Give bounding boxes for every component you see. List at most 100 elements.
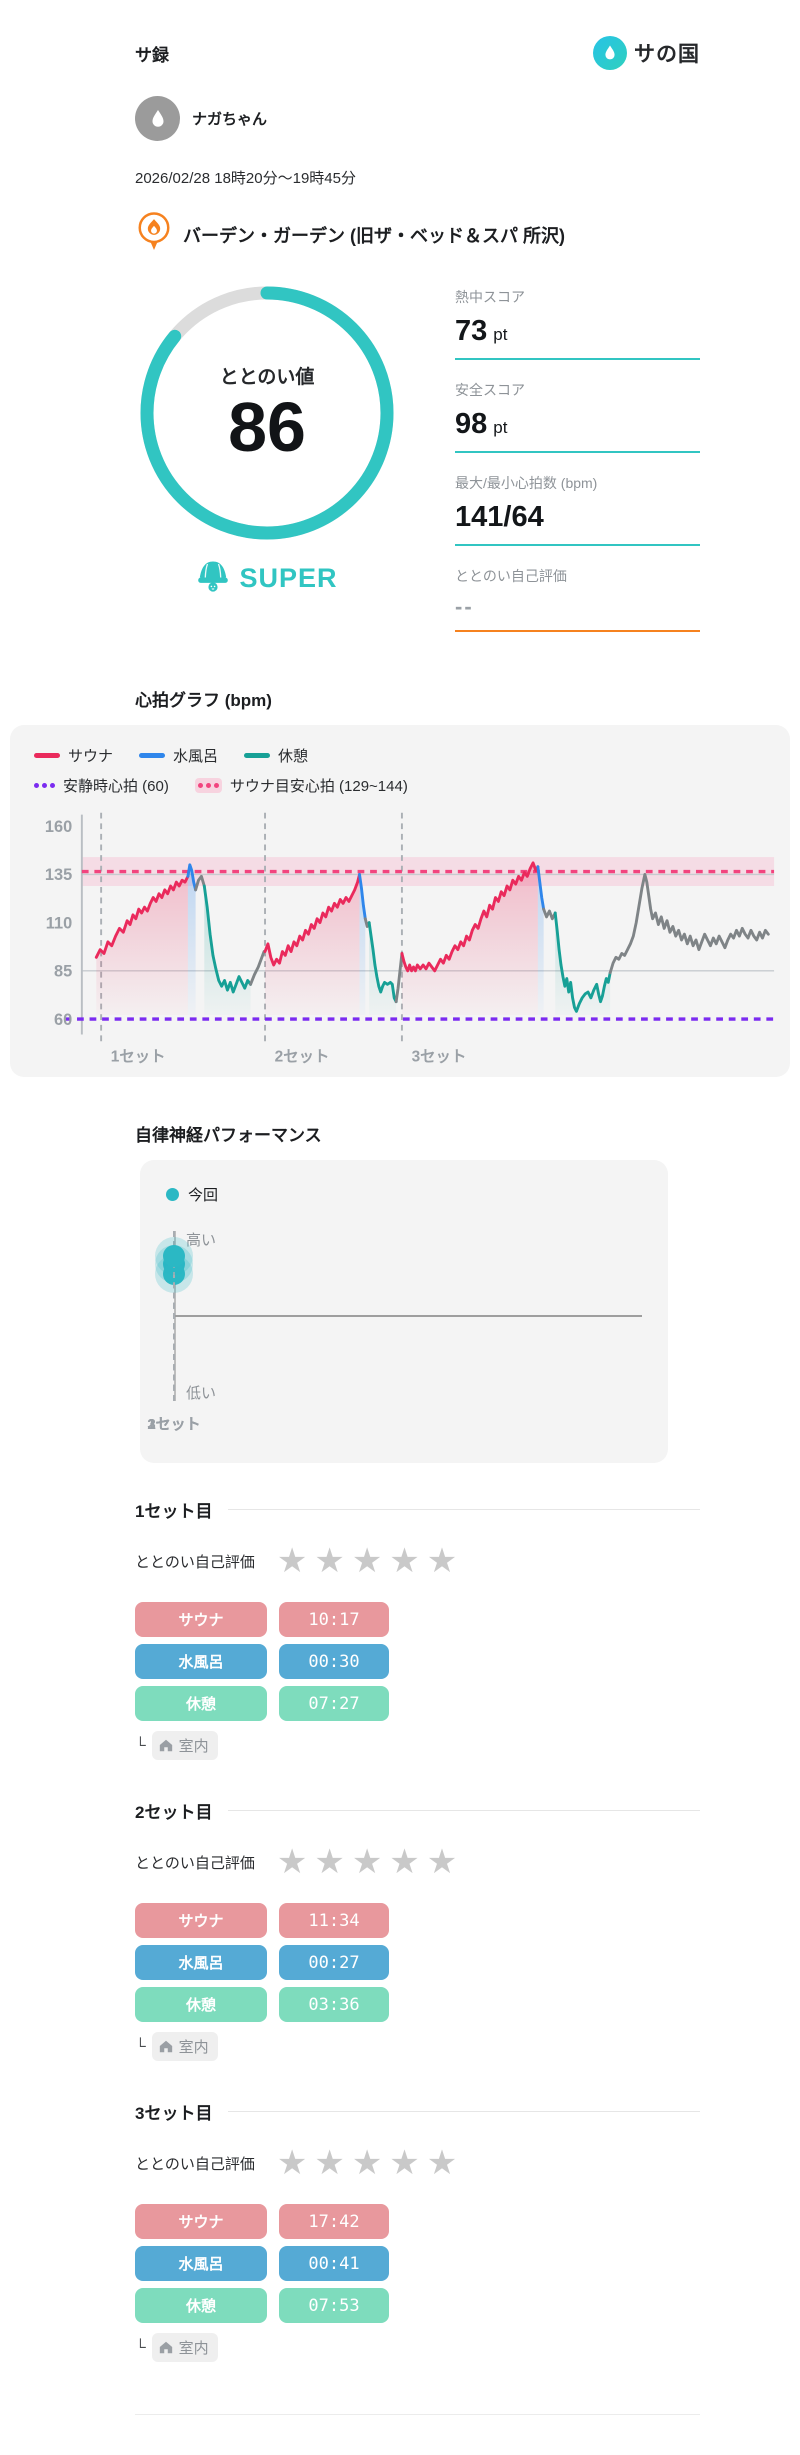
rest-pill: 休憩 bbox=[135, 1686, 267, 1722]
water-drop-logo-icon bbox=[593, 36, 627, 70]
resting-dots-swatch bbox=[34, 783, 55, 788]
sauna-time: 11:34 bbox=[279, 1903, 389, 1939]
ans-data-point bbox=[163, 1245, 185, 1268]
legend-water: 水風呂 bbox=[139, 745, 218, 766]
svg-text:110: 110 bbox=[46, 914, 72, 932]
house-icon bbox=[159, 2040, 172, 2053]
elbow-connector: └ bbox=[135, 1737, 146, 1755]
sauna-pill: サウナ bbox=[135, 1602, 267, 1638]
legend-sauna: サウナ bbox=[34, 745, 113, 766]
svg-text:1セット: 1セット bbox=[111, 1048, 166, 1065]
rating-stars[interactable]: ★★★★★ bbox=[276, 1542, 465, 1581]
water-pill: 水風呂 bbox=[135, 1945, 267, 1981]
rest-time: 03:36 bbox=[279, 1987, 389, 2023]
hr-chart-title: 心拍グラフ (bpm) bbox=[135, 691, 272, 710]
rest-pill: 休憩 bbox=[135, 2288, 267, 2324]
rest-time: 07:27 bbox=[279, 1686, 389, 1722]
divider bbox=[228, 1509, 700, 1511]
ans-dashed-line bbox=[173, 1231, 175, 1402]
ans-plot: 高い 低い 1セット 2セット bbox=[147, 1231, 642, 1433]
svg-text:3セット: 3セット bbox=[412, 1048, 467, 1065]
location-chip: 室内 bbox=[151, 1731, 218, 1761]
header: サ録 サの国 bbox=[135, 36, 700, 70]
rank-text: SUPER bbox=[239, 563, 338, 593]
stat-max-min-hr: 最大/最小心拍数 (bpm) 141/64 bbox=[455, 473, 700, 546]
house-icon bbox=[159, 2341, 172, 2354]
svg-text:2セット: 2セット bbox=[275, 1048, 330, 1065]
session-datetime: 2026/02/28 18時20分〜19時45分 bbox=[135, 170, 356, 187]
rating-stars[interactable]: ★★★★★ bbox=[276, 1843, 465, 1882]
ans-chart-card: 今回 高い 低い 1セット 2セット bbox=[140, 1160, 668, 1464]
totonoi-gauge: ととのい値 86 bbox=[135, 281, 399, 545]
legend-rest: 休憩 bbox=[244, 745, 308, 766]
ans-legend-dot-icon bbox=[166, 1188, 179, 1202]
hr-chart-card: サウナ 水風呂 休憩 安静時心拍 (60) サウナ目安心拍 (129~144) … bbox=[10, 725, 790, 1078]
venue-name: バーデン・ガーデン (旧ザ・ベッド＆スパ 所沢) bbox=[183, 225, 565, 246]
legend-target-hr: サウナ目安心拍 (129~144) bbox=[194, 775, 408, 796]
water-line-swatch bbox=[139, 753, 166, 758]
totonoi-label: ととのい値 bbox=[219, 366, 315, 388]
set-title: 2セット目 bbox=[135, 1803, 213, 1823]
brand-logo[interactable]: サの国 bbox=[593, 36, 700, 70]
location-chip: 室内 bbox=[151, 2032, 218, 2062]
hr-legend: サウナ 水風呂 休憩 安静時心拍 (60) サウナ目安心拍 (129~144) bbox=[24, 745, 776, 796]
summary-section: ととのい値 86 bbox=[135, 281, 700, 652]
rating-stars[interactable]: ★★★★★ bbox=[276, 2144, 465, 2183]
rank-row: SUPER bbox=[135, 559, 399, 598]
elbow-connector: └ bbox=[135, 2038, 146, 2056]
rating-label: ととのい自己評価 bbox=[135, 1854, 255, 1872]
sauna-hat-icon bbox=[196, 559, 230, 598]
svg-text:160: 160 bbox=[45, 818, 72, 836]
water-time: 00:27 bbox=[279, 1945, 389, 1981]
target-dots-swatch bbox=[194, 778, 222, 793]
rating-label: ととのい自己評価 bbox=[135, 2155, 255, 2173]
sauna-pin-icon bbox=[135, 210, 173, 259]
max-min-hr-value: 141/64 bbox=[455, 501, 544, 533]
self-rating-value: -- bbox=[455, 594, 474, 619]
ans-cat-label: 3セット bbox=[147, 1416, 201, 1434]
water-time: 00:41 bbox=[279, 2246, 389, 2282]
ans-cat-label: 1セット bbox=[147, 1416, 201, 1434]
svg-text:135: 135 bbox=[45, 866, 72, 884]
stats-column: 熱中スコア 73 pt 安全スコア 98 pt 最大/最小心拍数 (bpm) 141… bbox=[455, 281, 700, 652]
rating-label: ととのい自己評価 bbox=[135, 1553, 255, 1571]
set-section-1: 1セット目 ととのい自己評価 ★★★★★ サウナ 10:17 水風呂 00:30 休… bbox=[135, 1497, 700, 1761]
set-section-2: 2セット目 ととのい自己評価 ★★★★★ サウナ 11:34 水風呂 00:27 休… bbox=[135, 1798, 700, 2062]
stat-heat-score: 熱中スコア 73 pt bbox=[455, 287, 700, 360]
venue-row[interactable]: バーデン・ガーデン (旧ザ・ベッド＆スパ 所沢) bbox=[135, 210, 700, 259]
ans-title: 自律神経パフォーマンス bbox=[135, 1126, 322, 1146]
safety-score-value: 98 bbox=[455, 408, 488, 440]
brand-logo-text: サの国 bbox=[634, 43, 700, 66]
svg-text:85: 85 bbox=[54, 963, 72, 981]
sauna-pill: サウナ bbox=[135, 1903, 267, 1939]
ans-high-label: 高い bbox=[186, 1232, 217, 1250]
house-icon bbox=[159, 1739, 172, 1752]
heart-rate-chart: 160 135 110 85 60 1セット 2セット 3セット bbox=[45, 812, 775, 1065]
water-pill: 水風呂 bbox=[135, 2246, 267, 2282]
water-time: 00:30 bbox=[279, 1644, 389, 1680]
app-title: サ録 bbox=[135, 45, 169, 65]
rest-line-swatch bbox=[244, 753, 271, 758]
bottom-divider bbox=[135, 2414, 700, 2416]
ans-legend: 今回 bbox=[166, 1184, 642, 1205]
location-chip: 室内 bbox=[151, 2333, 218, 2363]
water-pill: 水風呂 bbox=[135, 1644, 267, 1680]
svg-text:60: 60 bbox=[54, 1011, 72, 1029]
set-title: 3セット目 bbox=[135, 2104, 213, 2124]
stat-safety-score: 安全スコア 98 pt bbox=[455, 380, 700, 453]
stat-self-rating: ととのい自己評価 -- bbox=[455, 566, 700, 632]
avatar bbox=[135, 96, 180, 141]
rest-time: 07:53 bbox=[279, 2288, 389, 2324]
set-section-3: 3セット目 ととのい自己評価 ★★★★★ サウナ 17:42 水風呂 00:41 休… bbox=[135, 2099, 700, 2363]
divider bbox=[228, 1810, 700, 1812]
ans-baseline bbox=[174, 1315, 642, 1318]
divider bbox=[228, 2111, 700, 2113]
sauna-line-swatch bbox=[34, 753, 60, 758]
ans-cat-label: 2セット bbox=[147, 1416, 201, 1434]
rest-pill: 休憩 bbox=[135, 1987, 267, 2023]
sauna-pill: サウナ bbox=[135, 2204, 267, 2240]
sauna-time: 17:42 bbox=[279, 2204, 389, 2240]
user-row: ナガちゃん bbox=[135, 96, 700, 141]
set-title: 1セット目 bbox=[135, 1502, 213, 1522]
